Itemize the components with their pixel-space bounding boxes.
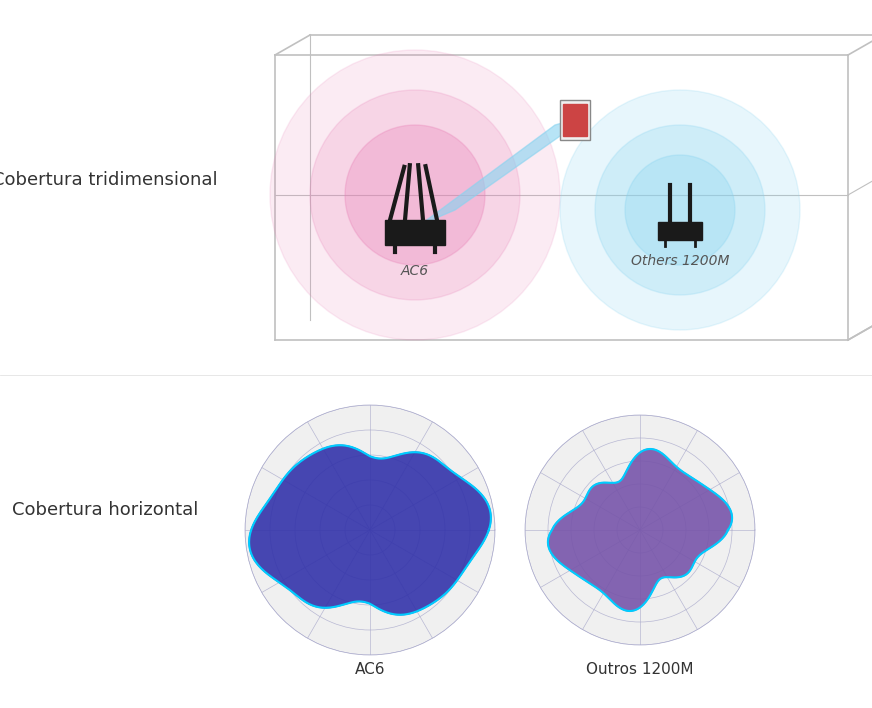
Bar <box>563 104 587 136</box>
Bar <box>385 220 445 245</box>
Text: Others 1200M: Others 1200M <box>630 254 729 268</box>
Text: Outros 1200M: Outros 1200M <box>586 663 694 678</box>
Polygon shape <box>420 115 590 225</box>
Circle shape <box>270 50 560 340</box>
Bar <box>658 222 702 240</box>
Polygon shape <box>249 445 491 615</box>
Circle shape <box>345 125 485 265</box>
Text: Cobertura tridimensional: Cobertura tridimensional <box>0 171 218 189</box>
Circle shape <box>560 90 800 330</box>
Bar <box>560 100 590 140</box>
Text: AC6: AC6 <box>401 264 429 278</box>
Text: AC6: AC6 <box>355 663 385 678</box>
Circle shape <box>595 125 765 295</box>
Text: Cobertura horizontal: Cobertura horizontal <box>12 501 198 519</box>
Circle shape <box>310 90 520 300</box>
Circle shape <box>625 155 735 265</box>
Polygon shape <box>548 449 732 611</box>
